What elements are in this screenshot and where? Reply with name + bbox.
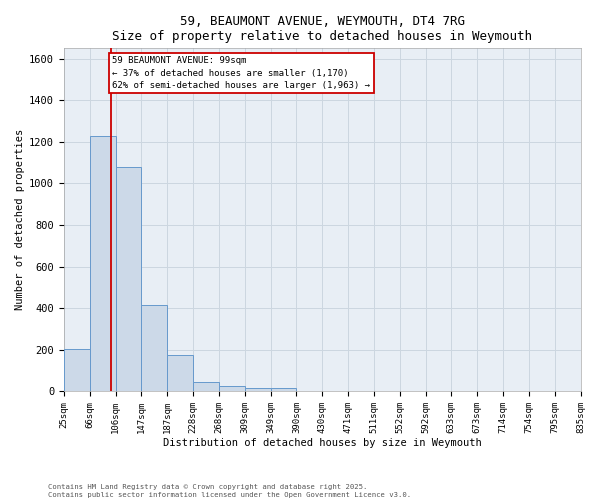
Bar <box>142 305 167 392</box>
Bar <box>193 382 219 392</box>
Y-axis label: Number of detached properties: Number of detached properties <box>15 129 25 310</box>
Text: Contains HM Land Registry data © Crown copyright and database right 2025.
Contai: Contains HM Land Registry data © Crown c… <box>48 484 411 498</box>
Bar <box>90 136 116 392</box>
Bar <box>64 348 90 392</box>
Bar <box>271 388 296 392</box>
Bar <box>219 386 245 392</box>
Bar <box>245 388 271 392</box>
Title: 59, BEAUMONT AVENUE, WEYMOUTH, DT4 7RG
Size of property relative to detached hou: 59, BEAUMONT AVENUE, WEYMOUTH, DT4 7RG S… <box>112 15 532 43</box>
Bar <box>167 355 193 392</box>
Text: 59 BEAUMONT AVENUE: 99sqm
← 37% of detached houses are smaller (1,170)
62% of se: 59 BEAUMONT AVENUE: 99sqm ← 37% of detac… <box>112 56 370 90</box>
Bar <box>116 167 142 392</box>
X-axis label: Distribution of detached houses by size in Weymouth: Distribution of detached houses by size … <box>163 438 482 448</box>
